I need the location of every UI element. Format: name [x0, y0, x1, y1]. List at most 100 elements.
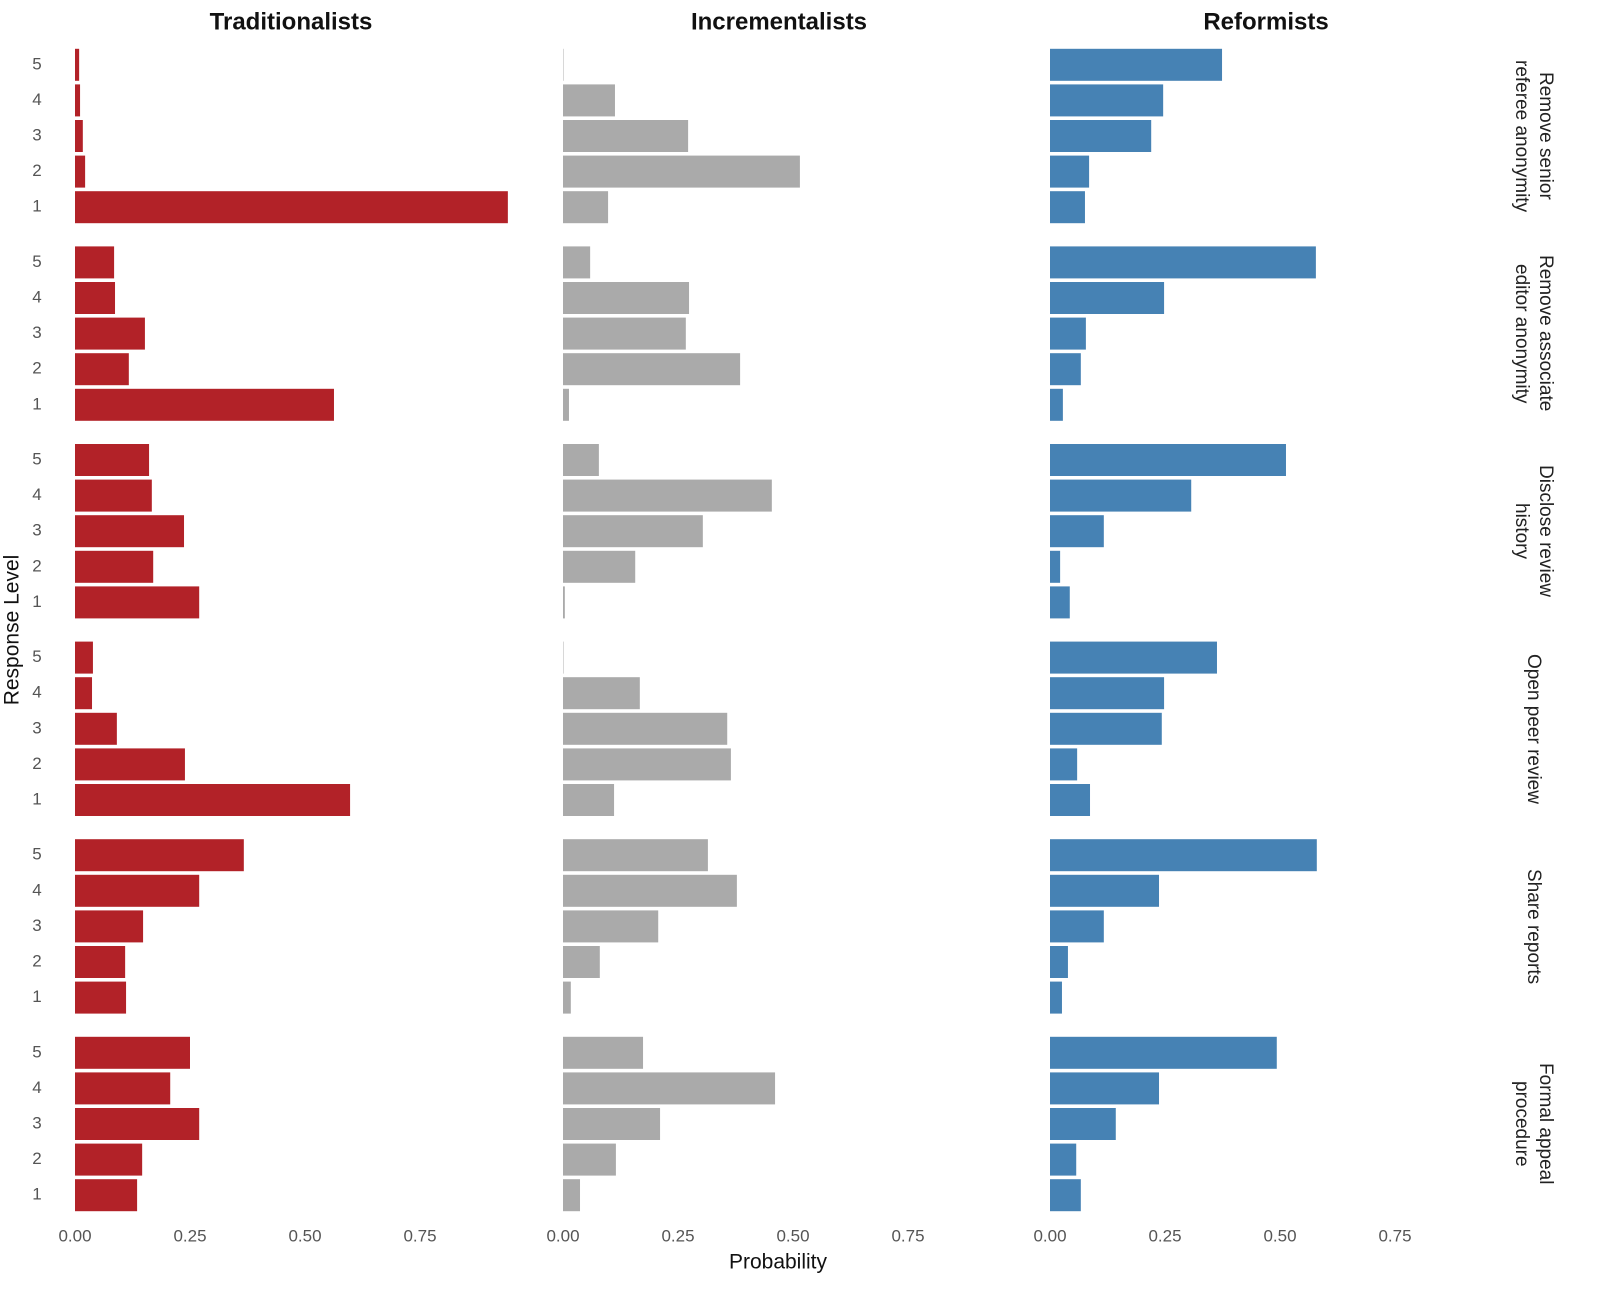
- y-tick-label: 2: [32, 359, 41, 378]
- bar: [1050, 120, 1152, 152]
- bar: [1050, 84, 1164, 117]
- bar: [1050, 444, 1286, 476]
- bar: [1050, 641, 1217, 674]
- x-tick-label: 0.75: [891, 1226, 924, 1245]
- y-tick-label: 4: [32, 1078, 41, 1097]
- y-tick-label: 2: [32, 556, 41, 575]
- bar: [1050, 1036, 1277, 1069]
- bar: [75, 84, 81, 117]
- bar: [75, 317, 145, 350]
- bar: [1050, 246, 1316, 279]
- bar: [563, 1072, 776, 1105]
- bar: [75, 748, 185, 781]
- column-title: Reformists: [1203, 8, 1328, 35]
- bar: [563, 874, 737, 907]
- bar: [563, 1036, 644, 1069]
- bar: [75, 839, 244, 872]
- bar: [563, 1179, 581, 1212]
- bar: [1050, 48, 1223, 81]
- x-tick-label: 0.75: [1378, 1226, 1411, 1245]
- bar: [1050, 748, 1078, 781]
- y-tick-label: 5: [32, 252, 41, 271]
- row-label: Remove associate editor anonymity: [1511, 255, 1556, 412]
- bar: [75, 586, 200, 619]
- bar: [1050, 1179, 1081, 1212]
- bar: [75, 1072, 171, 1105]
- x-tick-label: 0.00: [1033, 1226, 1066, 1245]
- bar: [563, 515, 703, 548]
- bar: [1050, 353, 1081, 386]
- bar: [75, 1036, 190, 1069]
- x-tick-label: 0.75: [403, 1226, 436, 1245]
- y-tick-label: 5: [32, 54, 41, 73]
- x-axis-label: Probability: [729, 1251, 828, 1274]
- bar: [1050, 712, 1162, 745]
- bar: [1050, 874, 1160, 907]
- row-label: Share reports: [1523, 868, 1544, 984]
- bar: [75, 874, 200, 907]
- x-tick-label: 0.00: [58, 1226, 91, 1245]
- y-tick-label: 4: [32, 485, 41, 504]
- column-title: Traditionalists: [210, 8, 373, 35]
- bar: [75, 981, 127, 1014]
- bar: [1050, 1072, 1160, 1105]
- y-tick-label: 2: [32, 161, 41, 180]
- y-tick-label: 3: [32, 521, 41, 540]
- bar: [563, 748, 731, 781]
- bar: [563, 444, 599, 476]
- x-tick-label: 0.50: [288, 1226, 321, 1245]
- bar: [75, 1108, 200, 1140]
- bar: [75, 550, 154, 583]
- bar: [75, 48, 80, 81]
- bar: [75, 155, 86, 188]
- y-tick-label: 5: [32, 449, 41, 468]
- bar: [75, 353, 129, 386]
- y-tick-label: 2: [32, 754, 41, 773]
- bar: [1050, 1143, 1077, 1176]
- bar: [563, 712, 728, 745]
- bar: [75, 1179, 138, 1212]
- bar: [75, 1143, 143, 1176]
- bar: [1050, 191, 1085, 224]
- bar: [563, 946, 600, 978]
- bar: [1050, 946, 1068, 978]
- bar: [563, 910, 659, 943]
- bar: [1050, 839, 1317, 872]
- bar: [563, 1143, 616, 1176]
- bar: [563, 84, 615, 117]
- bar: [563, 677, 640, 710]
- y-tick-label: 4: [32, 683, 41, 702]
- y-tick-label: 3: [32, 1113, 41, 1132]
- x-tick-label: 0.25: [661, 1226, 694, 1245]
- y-tick-label: 1: [32, 789, 41, 808]
- bar: [75, 191, 508, 224]
- bar: [1050, 317, 1086, 350]
- y-tick-label: 4: [32, 90, 41, 109]
- bar: [563, 1108, 661, 1140]
- x-tick-label: 0.50: [776, 1226, 809, 1245]
- column-title: Incrementalists: [691, 8, 867, 35]
- x-tick-label: 0.25: [173, 1226, 206, 1245]
- row-label: Open peer review: [1523, 653, 1544, 804]
- bar: [75, 479, 152, 512]
- bar: [75, 677, 93, 710]
- bar: [75, 712, 117, 745]
- y-tick-label: 5: [32, 1042, 41, 1061]
- bar: [563, 353, 741, 386]
- bar: [75, 946, 126, 978]
- bar: [563, 784, 615, 816]
- y-tick-label: 5: [32, 845, 41, 864]
- bar: [75, 246, 115, 279]
- bar: [563, 246, 591, 279]
- bar: [563, 317, 686, 350]
- row-label: Formal appeal procedure: [1511, 1063, 1556, 1185]
- y-axis-label: Response Level: [1, 555, 24, 706]
- bar: [563, 981, 571, 1014]
- bar: [1050, 981, 1062, 1014]
- bar: [1050, 1108, 1116, 1140]
- bar: [563, 586, 565, 619]
- bar: [1050, 388, 1063, 421]
- row-label: Remove senior referee anonymity: [1511, 59, 1556, 213]
